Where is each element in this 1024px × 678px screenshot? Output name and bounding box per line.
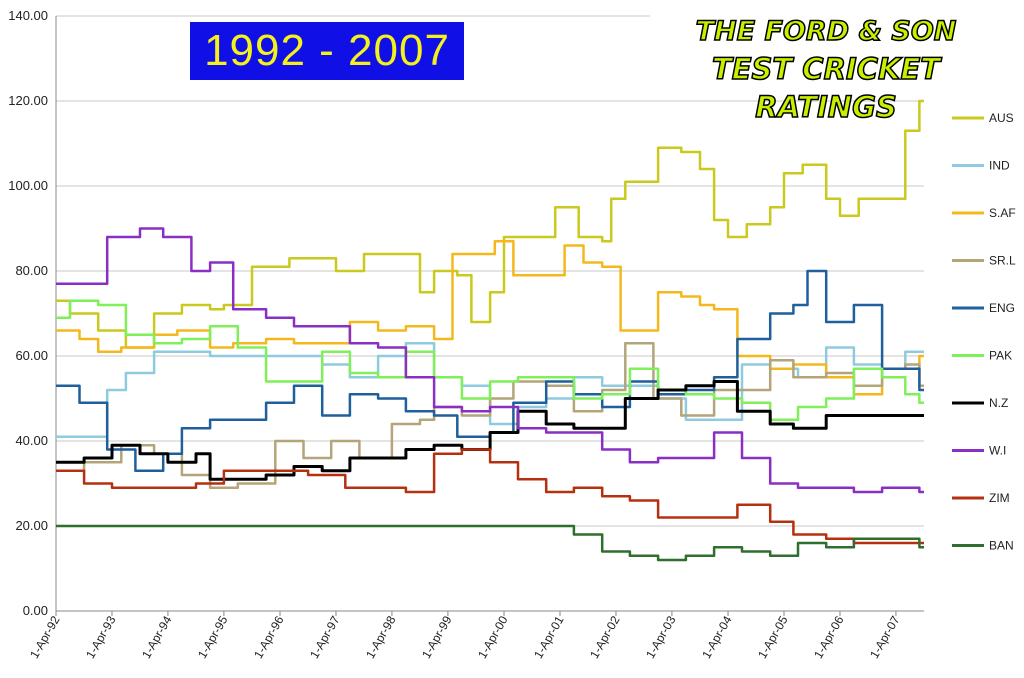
y-tick-label: 40.00	[15, 433, 48, 448]
legend-label-nz: N.Z	[989, 396, 1008, 410]
x-tick-label: 1-Apr-06	[811, 613, 847, 661]
legend-label-eng: ENG	[989, 301, 1015, 315]
x-tick-label: 1-Apr-96	[251, 613, 287, 661]
x-tick-label: 1-Apr-01	[531, 613, 567, 661]
y-tick-label: 60.00	[15, 348, 48, 363]
series-line-pak	[56, 299, 924, 422]
brand-title: THE FORD & SON TEST CRICKET RATINGS	[650, 14, 1002, 125]
series-line-ban	[56, 524, 924, 562]
x-tick-label: 1-Apr-98	[363, 613, 399, 661]
legend: AUS IND S.AF SR.L ENG PAK N.Z W.I ZIM BAN	[952, 111, 1016, 553]
y-tick-label: 80.00	[15, 263, 48, 278]
y-tick-label: 100.00	[8, 178, 48, 193]
legend-label-aus: AUS	[989, 111, 1014, 125]
x-tick-label: 1-Apr-93	[83, 613, 119, 661]
x-tick-label: 1-Apr-94	[139, 613, 175, 661]
x-tick-label: 1-Apr-02	[587, 613, 623, 661]
legend-label-pak: PAK	[989, 349, 1012, 363]
x-tick-label: 1-Apr-95	[195, 613, 231, 661]
legend-label-saf: S.AF	[989, 206, 1016, 220]
y-axis-ticks: 0.00 20.00 40.00 60.00 80.00 100.00 120.00 140.…	[8, 8, 48, 618]
x-tick-label: 1-Apr-07	[867, 613, 903, 661]
x-axis-ticks: 1-Apr-92 1-Apr-93 1-Apr-94 1-Apr-95 1-Apr-96…	[27, 611, 903, 661]
x-tick-label: 1-Apr-05	[755, 613, 791, 661]
brand-line-2: TEST CRICKET RATINGS	[711, 51, 941, 125]
y-tick-label: 0.00	[23, 603, 48, 618]
series-line-zim	[56, 448, 924, 545]
title-badge: 1992 - 2007	[190, 22, 464, 80]
series-line-srl	[56, 342, 924, 490]
x-tick-label: 1-Apr-03	[643, 613, 679, 661]
x-tick-label: 1-Apr-04	[699, 613, 735, 661]
brand-line-1: THE FORD & SON	[695, 15, 957, 48]
axes	[55, 16, 924, 612]
legend-label-ban: BAN	[989, 539, 1014, 553]
series-line-eng	[56, 269, 924, 473]
x-tick-label: 1-Apr-99	[419, 613, 455, 661]
x-tick-label: 1-Apr-97	[307, 613, 343, 661]
series-lines	[56, 99, 924, 562]
legend-label-srl: SR.L	[989, 254, 1016, 268]
series-line-wi	[56, 227, 924, 494]
y-tick-label: 120.00	[8, 93, 48, 108]
y-tick-label: 20.00	[15, 518, 48, 533]
x-tick-label: 1-Apr-00	[475, 613, 511, 661]
series-line-aus	[56, 99, 924, 349]
legend-label-zim: ZIM	[989, 491, 1010, 505]
y-tick-label: 140.00	[8, 8, 48, 23]
x-tick-label: 1-Apr-92	[27, 613, 63, 661]
legend-label-ind: IND	[989, 159, 1010, 173]
legend-label-wi: W.I	[989, 444, 1006, 458]
